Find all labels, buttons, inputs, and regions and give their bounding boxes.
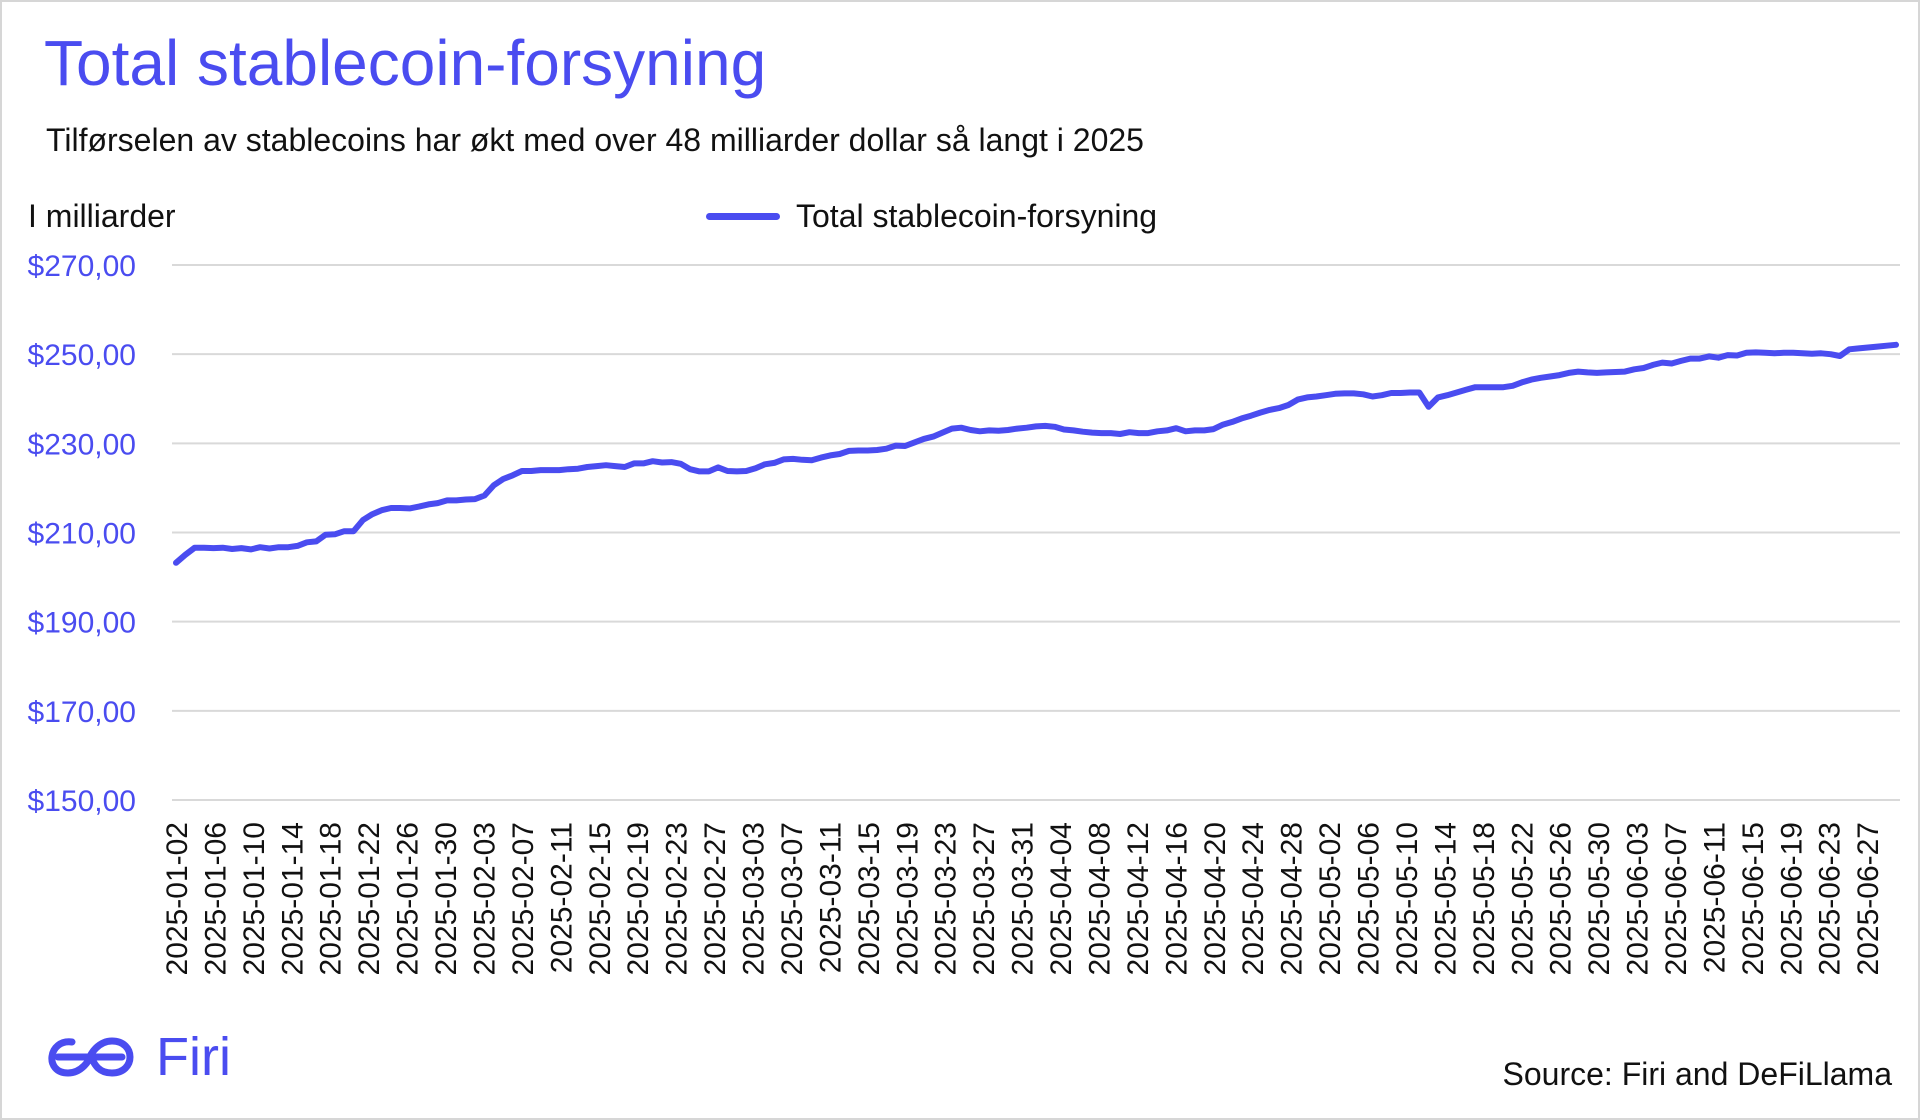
x-tick-label: 2025-03-11 <box>814 822 847 973</box>
x-tick-label: 2025-06-19 <box>1775 822 1808 975</box>
x-tick-label: 2025-02-15 <box>584 822 617 975</box>
x-tick-label: 2025-04-20 <box>1199 822 1232 975</box>
y-tick-label: $270,00 <box>28 250 136 283</box>
x-tick-label: 2025-03-27 <box>968 822 1001 975</box>
chart-title: Total stablecoin-forsyning <box>44 27 767 99</box>
y-tick-label: $250,00 <box>28 339 136 372</box>
x-tick-label: 2025-06-11 <box>1698 822 1731 973</box>
x-tick-label: 2025-01-30 <box>430 822 463 975</box>
x-tick-label: 2025-01-10 <box>238 822 271 975</box>
x-tick-label: 2025-05-18 <box>1468 822 1501 975</box>
x-tick-label: 2025-03-31 <box>1007 822 1040 975</box>
firi-logo: Firi <box>38 1026 231 1088</box>
x-tick-label: 2025-01-14 <box>276 822 309 975</box>
y-tick-label: $210,00 <box>28 518 136 551</box>
legend-line-swatch <box>706 213 780 220</box>
x-tick-label: 2025-01-22 <box>353 822 386 975</box>
x-tick-label: 2025-03-07 <box>776 822 809 975</box>
x-tick-label: 2025-01-18 <box>315 822 348 975</box>
x-tick-label: 2025-06-15 <box>1737 822 1770 975</box>
x-tick-label: 2025-01-06 <box>199 822 232 975</box>
x-tick-label: 2025-04-08 <box>1083 822 1116 975</box>
y-tick-label: $230,00 <box>28 428 136 461</box>
x-tick-label: 2025-04-28 <box>1276 822 1309 975</box>
x-tick-label: 2025-05-14 <box>1429 822 1462 975</box>
x-tick-label: 2025-05-30 <box>1583 822 1616 975</box>
legend: Total stablecoin-forsyning <box>706 198 1157 235</box>
x-tick-label: 2025-06-07 <box>1660 822 1693 975</box>
x-tick-label: 2025-06-03 <box>1622 822 1655 975</box>
x-tick-label: 2025-04-16 <box>1160 822 1193 975</box>
series-line <box>173 341 1899 566</box>
x-tick-label: 2025-03-15 <box>853 822 886 975</box>
x-tick-label: 2025-03-23 <box>930 822 963 975</box>
x-tick-label: 2025-02-23 <box>661 822 694 975</box>
legend-label: Total stablecoin-forsyning <box>796 198 1158 234</box>
x-tick-label: 2025-02-11 <box>545 822 578 973</box>
grid-lines <box>172 264 1900 801</box>
x-tick-label: 2025-05-02 <box>1314 822 1347 975</box>
x-tick-label: 2025-02-07 <box>507 822 540 975</box>
x-tick-label: 2025-01-26 <box>392 822 425 975</box>
y-axis-ticks: $150,00 $170,00 $190,00 $210,00 $230,00 $250,… <box>28 250 136 818</box>
firi-logo-icon <box>48 1037 134 1077</box>
x-tick-label: 2025-04-12 <box>1122 822 1155 975</box>
x-tick-label: 2025-05-10 <box>1391 822 1424 975</box>
x-tick-label: 2025-02-19 <box>622 822 655 975</box>
x-tick-label: 2025-05-26 <box>1545 822 1578 975</box>
y-axis-unit-label: I milliarder <box>28 198 176 234</box>
x-tick-label: 2025-03-03 <box>738 822 771 975</box>
x-tick-label: 2025-05-22 <box>1506 822 1539 975</box>
x-tick-label: 2025-03-19 <box>891 822 924 975</box>
x-axis-ticks: 2025-01-02 2025-01-06 2025-01-10 2025-01-14… <box>161 822 1885 975</box>
logo-text: Firi <box>156 1027 231 1087</box>
x-tick-label: 2025-02-03 <box>468 822 501 975</box>
x-tick-label: 2025-06-27 <box>1852 822 1885 975</box>
series-layer <box>173 341 1899 566</box>
source-note: Source: Firi and DeFiLlama <box>1502 1056 1892 1092</box>
y-tick-label: $150,00 <box>28 785 136 818</box>
x-tick-label: 2025-06-23 <box>1814 822 1847 975</box>
x-tick-label: 2025-05-06 <box>1353 822 1386 975</box>
y-tick-label: $170,00 <box>28 696 136 729</box>
chart-subtitle: Tilførselen av stablecoins har økt med o… <box>46 122 1144 158</box>
x-tick-label: 2025-04-04 <box>1045 822 1078 975</box>
x-tick-label: 2025-04-24 <box>1237 822 1270 975</box>
x-tick-label: 2025-02-27 <box>699 822 732 975</box>
x-tick-label: 2025-01-02 <box>161 822 194 975</box>
y-tick-label: $190,00 <box>28 607 136 640</box>
